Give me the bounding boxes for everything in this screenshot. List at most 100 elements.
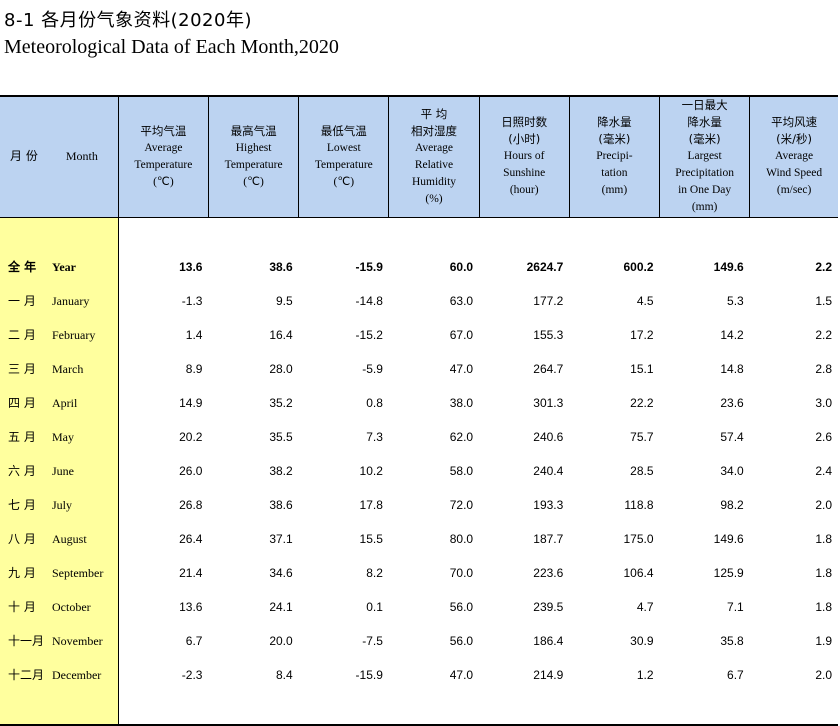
table-row: 九 月 September 21.4 34.6 8.2 70.0 223.6 106.4 125… [0,555,838,590]
value-cell: 26.0 [179,463,203,478]
spacer-cell [479,692,569,725]
table-row: 十二月 December -2.3 8.4 -15.9 47.0 214.9 1.2 6.7 2.… [0,657,838,692]
value-cell: 8.9 [185,361,203,376]
month-cell: 二 月 February [0,317,119,352]
value-cell: 38.6 [269,259,293,274]
value-cell: 1.8 [815,565,832,580]
value-cell: 125.9 [713,565,744,580]
value-cell: 56.0 [449,633,474,648]
header-label-cn: (米/秒) [776,132,813,147]
value-cell: 149.6 [713,259,744,274]
header-label-en: Temperature [224,158,283,171]
header-max-daily-precip: 一日最大 降水量 (毫米) Largest Precipitation in O… [658,96,750,217]
value-cell: 10.2 [359,463,383,478]
month-cell: 十 月 October [0,589,119,624]
header-label-cn: 降水量 [597,115,632,130]
value-cell: 17.2 [630,327,654,342]
value-cell: 9.5 [276,293,293,308]
header-wind-speed: 平均风速 (米/秒) Average Wind Speed (m/sec) [749,96,838,217]
month-label-en: June [52,464,74,478]
value-cell: 7.1 [727,599,744,614]
value-cell: 155.3 [533,327,564,342]
spacer-cell [569,217,659,250]
header-unit: (mm) [691,201,718,214]
value-cell: 2.2 [815,327,832,342]
month-label-cn: 一 月 [8,294,36,308]
value-cell: 149.6 [713,531,744,546]
value-cell: 2.0 [815,497,832,512]
header-label-cn: (毫米) [598,132,631,147]
spacer-cell [750,217,838,250]
value-cell: -14.8 [355,293,383,308]
spacer-cell [569,692,659,725]
header-label-en: Lowest [326,141,361,154]
value-cell: 2.6 [815,429,832,444]
header-label-en: Wind Speed [766,167,823,180]
header-label-en: Precipi- [596,150,633,163]
month-label-cn: 三 月 [8,362,36,376]
value-cell: 13.6 [179,259,203,274]
spacer-cell [660,217,750,250]
value-cell: -1.3 [181,293,203,308]
value-cell: 6.7 [185,633,203,648]
value-cell: 30.9 [630,633,654,648]
header-label-cn: (小时) [508,132,541,147]
header-label-en: Sunshine [503,167,546,180]
value-cell: 60.0 [449,259,474,274]
value-cell: 38.2 [269,463,293,478]
value-cell: 239.5 [533,599,564,614]
value-cell: 67.0 [449,327,474,342]
month-label-cn: 九 月 [8,566,36,580]
value-cell: 8.2 [366,565,383,580]
header-precipitation: 降水量 (毫米) Precipi- tation (mm) [568,96,660,217]
value-cell: 47.0 [449,361,474,376]
month-cell: 八 月 August [0,521,119,556]
spacer-cell [299,217,389,250]
value-cell: 1.9 [815,633,832,648]
value-cell: 4.5 [636,293,654,308]
month-label-en: May [52,430,74,444]
month-cell [0,691,119,725]
spacer-cell [389,692,479,725]
month-label-en: April [52,396,78,410]
header-row: 月 份 Month 平均气温 Average Temperature (℃) 最高… [0,96,838,217]
value-cell: 35.8 [720,633,744,648]
header-label-cn: 相对湿度 [410,123,457,138]
month-label-en: July [52,498,73,512]
value-cell: 223.6 [533,565,564,580]
value-cell: 62.0 [449,429,474,444]
table-row: 一 月 January -1.3 9.5 -14.8 63.0 177.2 4.5 5.3 1.5 [0,283,838,318]
value-cell: 28.5 [630,463,654,478]
value-cell: 17.8 [359,497,383,512]
value-cell: 7.3 [366,429,383,444]
spacer-cell [118,692,208,725]
value-cell: 6.7 [727,667,744,682]
table-row-year: 全 年 Year 13.6 38.6 -15.9 60.0 2624.7 600.2 149.6… [0,249,838,284]
header-label-en: Relative [414,158,454,171]
value-cell: -2.3 [181,667,203,682]
value-cell: 186.4 [533,633,564,648]
header-unit: (hour) [509,184,539,197]
header-humidity: 平 均 相对湿度 Average Relative Humidity (%) [388,96,480,217]
value-cell: 193.3 [533,497,564,512]
header-label-cn: 日照时数 [501,115,548,130]
month-label-en: March [52,362,84,376]
header-label-cn: 平均风速 [771,115,818,130]
spacer-cell [660,692,750,725]
table-row: 六 月 June 26.0 38.2 10.2 58.0 240.4 28.5 34.0 2.4 [0,453,838,488]
month-label-en: December [52,668,102,682]
month-cell: 全 年 Year [0,249,119,284]
table-row: 二 月 February 1.4 16.4 -15.2 67.0 155.3 17.2 14.2… [0,317,838,352]
value-cell: 22.2 [630,395,654,410]
month-label-cn: 七 月 [8,498,36,512]
value-cell: 34.0 [720,463,744,478]
value-cell: 14.2 [720,327,744,342]
value-cell: 264.7 [533,361,564,376]
value-cell: 8.4 [276,667,293,682]
value-cell: 13.6 [179,599,203,614]
header-label-en: in One Day [678,184,732,197]
header-month: 月 份 Month [0,96,119,217]
header-unit: (℃) [243,175,264,188]
value-cell: 15.1 [630,361,654,376]
month-cell: 一 月 January [0,283,119,318]
